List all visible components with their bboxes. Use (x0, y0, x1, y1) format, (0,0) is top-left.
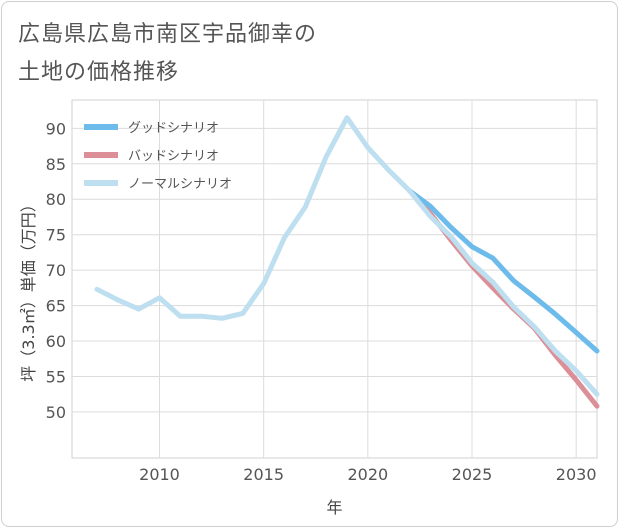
x-tick-label: 2020 (347, 465, 388, 484)
legend-label: グッドシナリオ (128, 121, 219, 136)
x-tick-label: 2025 (452, 465, 493, 484)
y-tick-label: 75 (46, 226, 66, 245)
series-lines (94, 115, 600, 409)
series-line-2 (94, 115, 600, 397)
x-tick-label: 2015 (243, 465, 284, 484)
y-tick-label: 80 (46, 190, 66, 209)
grid-lines (71, 99, 598, 459)
chart-title-line2: 土地の価格推移 (18, 60, 180, 85)
legend-label: ノーマルシナリオ (128, 177, 232, 192)
y-tick-label: 65 (46, 297, 66, 316)
y-tick-label: 90 (46, 119, 66, 138)
x-axis-label: 年 (326, 498, 342, 517)
chart-title-line1: 広島県広島市南区宇品御幸の (18, 22, 318, 47)
y-tick-label: 60 (46, 332, 66, 351)
y-axis-label: 坪（3.3㎡）単価（万円） (19, 196, 38, 381)
plot-frame (71, 99, 598, 459)
x-tick-label: 2010 (139, 465, 180, 484)
y-tick-label: 55 (46, 367, 66, 386)
x-tick-label: 2030 (556, 465, 597, 484)
axis-ticks: 2010 2015 2020 2025 2030 50 55 60 65 70 75 80 85 90 (46, 119, 597, 484)
y-tick-label: 50 (46, 403, 66, 422)
y-tick-label: 70 (46, 261, 66, 280)
series-line-0 (407, 188, 600, 354)
legend-label: バッドシナリオ (128, 149, 219, 164)
y-tick-label: 85 (46, 155, 66, 174)
